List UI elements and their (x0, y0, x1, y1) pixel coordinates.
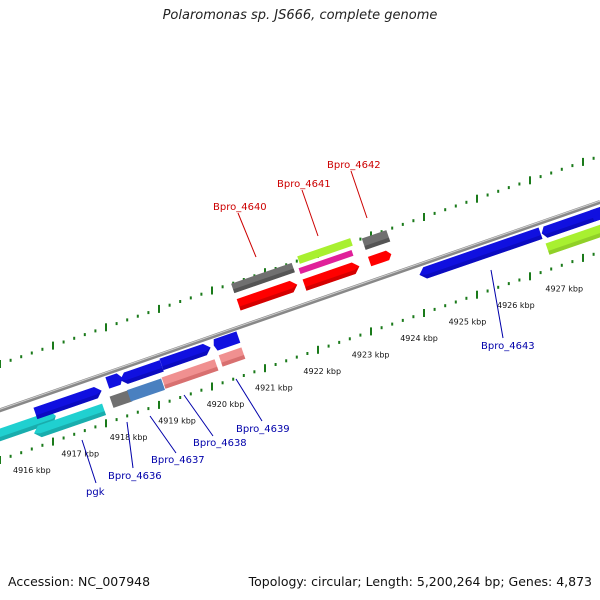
tick-label: 4926 kbp (497, 301, 535, 310)
gene-label-bpro-4637[interactable]: Bpro_4637 (151, 455, 205, 466)
gene-feature[interactable] (545, 223, 600, 255)
gene-label-bpro-4636[interactable]: Bpro_4636 (108, 471, 162, 482)
topology-label: Topology: circular; Length: 5,200,264 bp… (248, 574, 592, 589)
gene-feature[interactable] (297, 238, 353, 264)
gene-feature[interactable] (109, 390, 133, 408)
gene-feature[interactable] (32, 403, 106, 439)
gene-feature[interactable] (212, 331, 241, 351)
gene-feature[interactable] (127, 378, 165, 402)
gene-label-pgk[interactable]: pgk (86, 487, 105, 498)
tick-label: 4921 kbp (255, 384, 293, 393)
gene-label-bpro-4638[interactable]: Bpro_4638 (193, 438, 247, 449)
gene-feature[interactable] (0, 410, 58, 443)
gene-label-bpro-4639[interactable]: Bpro_4639 (236, 424, 290, 435)
gene-feature[interactable] (231, 262, 295, 294)
gene-feature[interactable] (236, 279, 300, 311)
tick-label: 4927 kbp (545, 285, 583, 294)
tick-row-top (0, 156, 595, 368)
tick-label: 4922 kbp (303, 367, 341, 376)
tick-label: 4923 kbp (352, 351, 390, 360)
gene-feature[interactable] (118, 360, 164, 386)
gene-label-leaders (81, 170, 504, 484)
accession-label: Accession: NC_007948 (8, 574, 151, 589)
tick-row-bottom (0, 252, 595, 464)
gene-feature[interactable] (298, 250, 354, 274)
gene-labels: Bpro_4640 Bpro_4641 Bpro_4642 pgk Bpro_4… (86, 160, 535, 498)
gene-label-bpro-4643[interactable]: Bpro_4643 (481, 341, 535, 352)
gene-feature[interactable] (361, 230, 391, 250)
tick-label: 4916 kbp (13, 466, 51, 475)
gene-feature[interactable] (161, 359, 219, 389)
gene-feature[interactable] (105, 372, 124, 389)
gene-feature[interactable] (218, 347, 246, 367)
gene-feature[interactable] (159, 342, 212, 371)
tick-label: 4917 kbp (61, 450, 99, 459)
gene-features[interactable] (0, 205, 600, 443)
gene-feature[interactable] (302, 261, 362, 291)
tick-label: 4920 kbp (207, 400, 245, 409)
gene-label-bpro-4640[interactable]: Bpro_4640 (213, 202, 267, 213)
tick-label: 4924 kbp (400, 334, 438, 343)
tick-label: 4919 kbp (158, 417, 196, 426)
tick-label: 4925 kbp (449, 318, 487, 327)
map-title: Polaromonas sp. JS666, complete genome (162, 8, 438, 23)
gene-label-bpro-4641[interactable]: Bpro_4641 (277, 179, 331, 190)
gene-feature[interactable] (540, 206, 600, 239)
gene-feature[interactable] (367, 249, 393, 267)
gene-feature[interactable] (418, 227, 543, 280)
gene-feature[interactable] (33, 385, 103, 420)
genome-backbone (0, 200, 600, 413)
gene-label-bpro-4642[interactable]: Bpro_4642 (327, 160, 381, 171)
